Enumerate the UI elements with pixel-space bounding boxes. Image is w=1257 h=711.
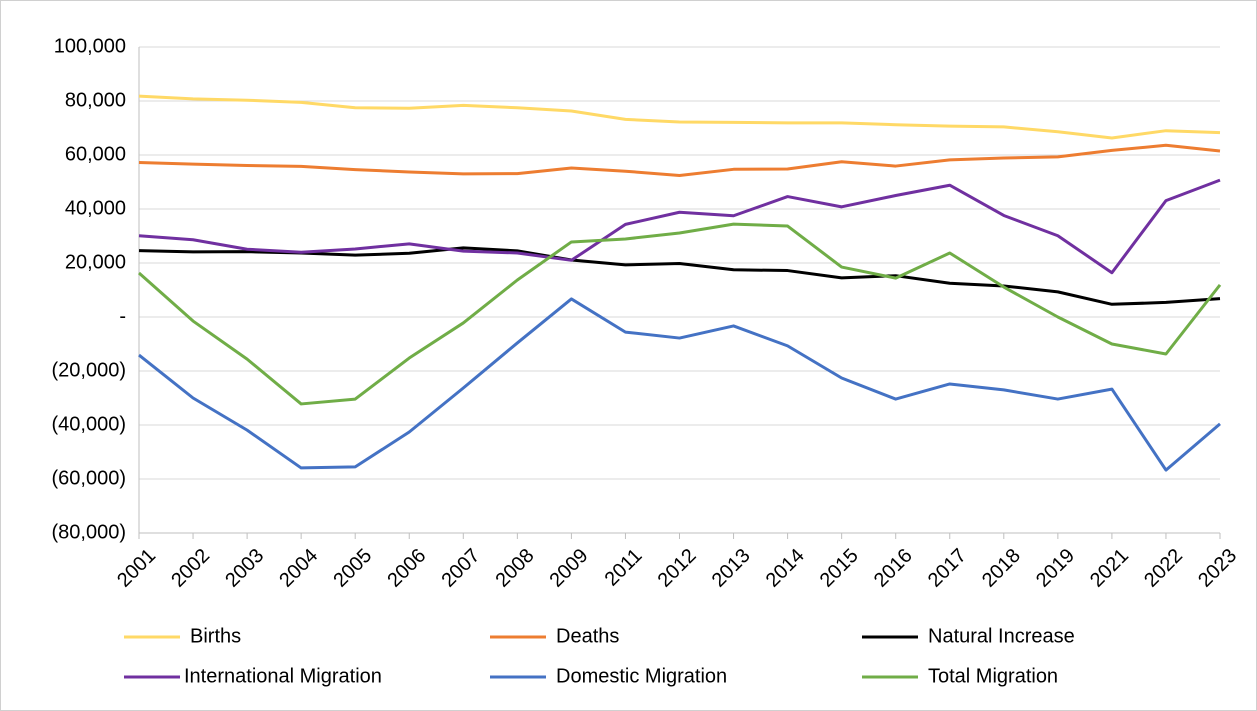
series-line <box>138 178 1221 275</box>
series-line <box>138 222 1222 406</box>
series-line <box>138 297 1221 472</box>
legend-label: Births <box>190 625 241 647</box>
y-tick-label: (60,000) <box>52 467 127 489</box>
y-tick-label: 20,000 <box>65 251 126 273</box>
series-line <box>138 246 1221 306</box>
series-line <box>138 94 1221 140</box>
y-tick-label: (20,000) <box>52 359 127 381</box>
y-tick-label: 60,000 <box>65 143 126 165</box>
legend-label: International Migration <box>184 665 382 687</box>
legend-label: Total Migration <box>928 665 1058 687</box>
y-tick-label: - <box>119 305 126 327</box>
y-tick-label: 80,000 <box>65 89 126 111</box>
legend-label: Natural Increase <box>928 625 1075 647</box>
y-tick-label: 100,000 <box>54 35 126 57</box>
legend-label: Deaths <box>556 625 619 647</box>
y-tick-label: (80,000) <box>52 521 127 543</box>
y-tick-label: (40,000) <box>52 413 127 435</box>
legend-label: Domestic Migration <box>556 665 727 687</box>
series-line <box>138 143 1221 178</box>
y-tick-label: 40,000 <box>65 197 126 219</box>
